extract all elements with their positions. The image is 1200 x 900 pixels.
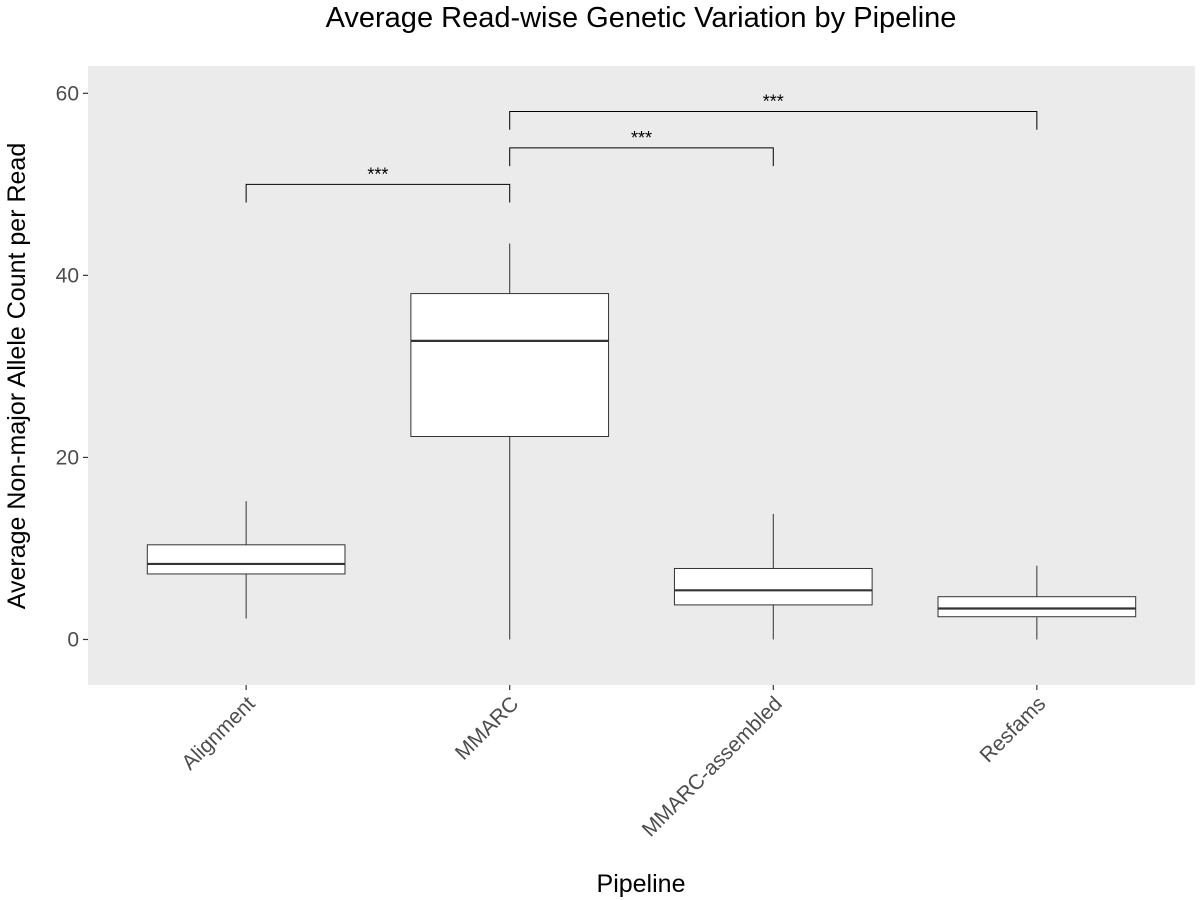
significance-bracket: *** (509, 92, 1038, 130)
boxes (146, 243, 1137, 640)
significance-bracket: *** (509, 128, 774, 167)
bracket-line (509, 147, 774, 167)
box-mmarc (410, 243, 610, 640)
y-tick-label: 20 (56, 446, 79, 469)
chart-title: Average Read-wise Genetic Variation by P… (326, 2, 957, 34)
box-resfams (937, 565, 1137, 640)
box-iqr (410, 293, 610, 437)
significance-label: *** (631, 128, 652, 148)
y-tick-label: 0 (67, 628, 79, 651)
x-axis-title: Pipeline (597, 870, 686, 898)
bracket-line (509, 111, 1038, 130)
box-mmarc-assembled (673, 513, 873, 640)
significance-bracket: *** (245, 164, 511, 203)
y-tick-label: 60 (56, 82, 79, 105)
plot-panel (88, 66, 1195, 685)
x-tick-label: Alignment (177, 692, 259, 774)
significance-brackets: *** *** *** (245, 92, 1038, 203)
box-iqr (673, 567, 873, 606)
box-iqr (937, 596, 1137, 618)
y-axis: 0 20 40 60 (56, 82, 88, 651)
x-tick-label: MMARC (451, 692, 523, 764)
bracket-line (245, 183, 511, 203)
y-axis-title: Average Non-major Allele Count per Read (3, 143, 31, 609)
y-tick-label: 40 (56, 264, 79, 287)
x-tick-label: MMARC-assembled (638, 692, 787, 841)
box-alignment (146, 501, 346, 619)
significance-label: *** (367, 164, 388, 184)
significance-label: *** (763, 92, 784, 112)
x-tick-label: Resfams (976, 692, 1051, 767)
x-axis: Alignment MMARC MMARC-assembled Resfams (177, 685, 1050, 841)
box-iqr (146, 544, 346, 575)
